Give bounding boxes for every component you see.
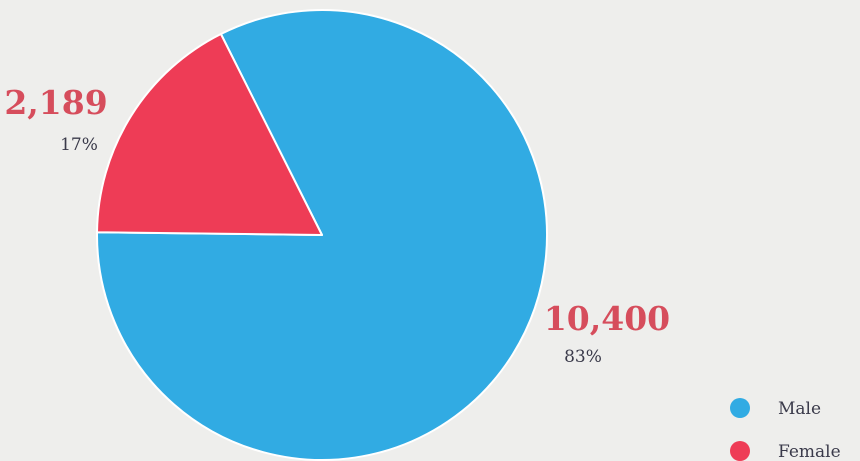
pie-slices [96, 9, 548, 461]
pie-slice-female[interactable] [96, 32, 323, 236]
female-value-label: 2,189 [4, 83, 107, 122]
legend: Male Female [730, 398, 841, 461]
female-percent-label: 17% [60, 135, 98, 155]
male-percent-label: 83% [564, 347, 602, 367]
legend-label-male: Male [778, 399, 821, 419]
legend-item-male[interactable]: Male [730, 398, 821, 419]
male-value-label: 10,400 [544, 299, 670, 338]
legend-swatch-female [730, 441, 750, 461]
legend-label-female: Female [778, 442, 841, 461]
legend-item-female[interactable]: Female [730, 441, 841, 461]
legend-swatch-male [730, 398, 750, 418]
